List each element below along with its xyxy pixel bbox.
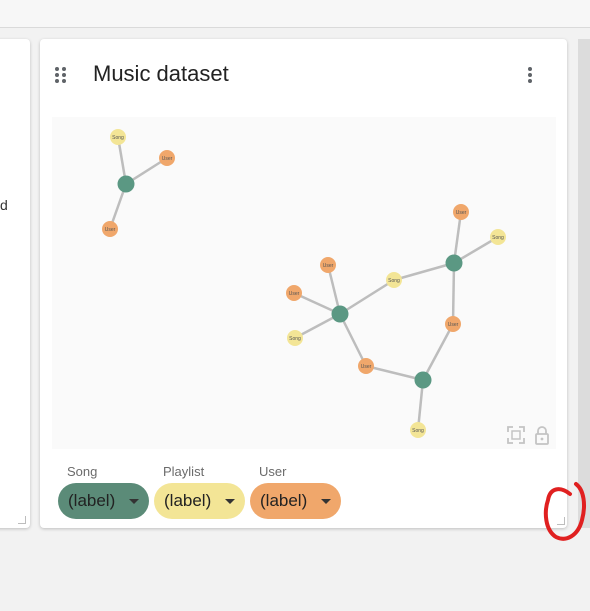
graph-node-circle[interactable] — [386, 272, 402, 288]
graph-node-label: User — [162, 156, 173, 162]
caret-down-icon — [129, 499, 139, 504]
graph-node-circle[interactable] — [331, 305, 349, 323]
graph-node-circle[interactable] — [159, 150, 175, 166]
graph-node-user[interactable]: User — [445, 316, 461, 332]
graph-node-label: User — [323, 263, 334, 269]
graph-node-label: User — [289, 291, 300, 297]
graph-node-label: User — [456, 210, 467, 216]
more-vert-icon[interactable] — [520, 63, 540, 87]
legend-caption-user: User — [259, 464, 287, 479]
lock-icon[interactable] — [532, 425, 552, 445]
legend-pill-label: (label) — [68, 491, 116, 510]
legend-pill-label: (label) — [164, 491, 212, 510]
graph-svg: Song User User User User Song Song User Song User… — [102, 129, 506, 438]
graph-node-user[interactable]: User — [102, 221, 118, 237]
legend-caption-song: Song — [67, 464, 98, 479]
graph-edge[interactable] — [451, 262, 456, 325]
graph-node-circle[interactable] — [286, 285, 302, 301]
graph-node-circle[interactable] — [102, 221, 118, 237]
fit-screen-icon[interactable] — [506, 425, 526, 445]
graph-node-circle[interactable] — [110, 129, 126, 145]
graph-edge[interactable] — [365, 364, 424, 382]
caret-down-icon — [225, 499, 235, 504]
graph-node-playlist[interactable] — [117, 175, 135, 193]
legend-pill-user[interactable]: (label) — [250, 483, 341, 519]
left-card-partial: d — [0, 39, 30, 528]
graph-edge[interactable] — [421, 323, 455, 381]
graph-node-label: Song — [388, 278, 400, 284]
graph-node-label: Song — [492, 235, 504, 241]
graph-node-label: User — [105, 227, 116, 233]
graph-node-label: Song — [412, 428, 424, 434]
legend-pill-playlist[interactable]: (label) — [154, 483, 245, 519]
graph-node-circle[interactable] — [453, 204, 469, 220]
left-card-text: d — [0, 197, 8, 213]
graph-node-playlist[interactable] — [414, 371, 432, 389]
graph-node-label: Song — [289, 336, 301, 342]
graph-node-playlist[interactable] — [331, 305, 349, 323]
graph-node-song[interactable]: Song — [490, 229, 506, 245]
music-dataset-card: Music dataset Song User User User User Song So… — [40, 39, 567, 528]
drag-handle-icon[interactable] — [54, 65, 70, 85]
caret-down-icon — [321, 499, 331, 504]
graph-node-user[interactable]: User — [320, 257, 336, 273]
graph-node-circle[interactable] — [358, 358, 374, 374]
graph-node-label: User — [361, 364, 372, 370]
graph-node-user[interactable]: User — [453, 204, 469, 220]
graph-canvas[interactable]: Song User User User User Song Song User Song User… — [52, 117, 556, 449]
graph-node-circle[interactable] — [445, 316, 461, 332]
legend-pill-label: (label) — [260, 491, 308, 510]
graph-edge[interactable] — [339, 278, 395, 316]
graph-node-circle[interactable] — [445, 254, 463, 272]
graph-node-song[interactable]: Song — [410, 422, 426, 438]
top-toolbar — [0, 0, 590, 28]
graph-edge[interactable] — [452, 211, 463, 264]
legend-bar: Song (label) Playlist (label) User (labe… — [58, 464, 358, 519]
legend-pill-song[interactable]: (label) — [58, 483, 149, 519]
graph-edge[interactable] — [393, 261, 455, 282]
graph-node-label: Song — [112, 135, 124, 141]
graph-node-song[interactable]: Song — [386, 272, 402, 288]
graph-node-user[interactable]: User — [358, 358, 374, 374]
right-card-partial — [578, 39, 590, 528]
graph-node-circle[interactable] — [117, 175, 135, 193]
graph-node-user[interactable]: User — [159, 150, 175, 166]
graph-node-circle[interactable] — [320, 257, 336, 273]
left-card-resize-handle[interactable] — [18, 516, 26, 524]
graph-node-circle[interactable] — [287, 330, 303, 346]
graph-node-user[interactable]: User — [286, 285, 302, 301]
graph-node-song[interactable]: Song — [110, 129, 126, 145]
legend-caption-playlist: Playlist — [163, 464, 205, 479]
graph-edge[interactable] — [338, 313, 368, 367]
graph-node-circle[interactable] — [414, 371, 432, 389]
graph-edge[interactable] — [453, 235, 499, 265]
graph-node-playlist[interactable] — [445, 254, 463, 272]
graph-node-label: User — [448, 322, 459, 328]
card-resize-handle[interactable] — [557, 517, 565, 525]
graph-node-circle[interactable] — [490, 229, 506, 245]
graph-node-song[interactable]: Song — [287, 330, 303, 346]
card-title: Music dataset — [93, 61, 229, 86]
graph-node-circle[interactable] — [410, 422, 426, 438]
